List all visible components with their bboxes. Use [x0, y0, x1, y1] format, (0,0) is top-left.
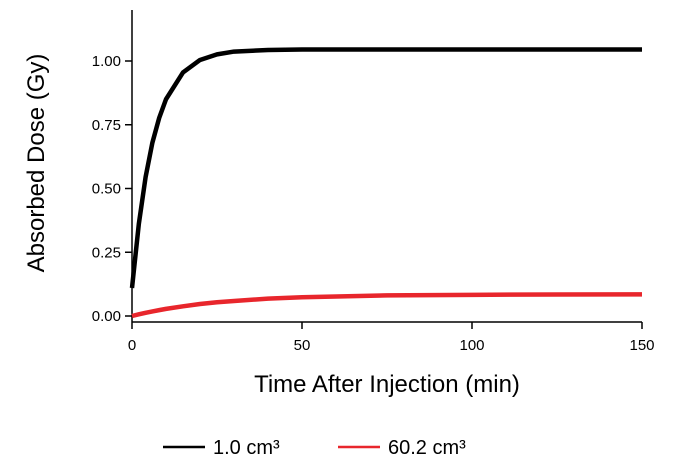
y-tick-label: 0.25: [92, 244, 121, 261]
y-tick-label: 0.00: [92, 308, 121, 325]
y-axis-title: Absorbed Dose (Gy): [23, 54, 50, 273]
series-line: [129, 47, 642, 289]
x-tick-label: 100: [459, 337, 484, 354]
series-line: [131, 292, 643, 319]
legend-label: 1.0 cm³: [213, 437, 280, 459]
y-tick-label: 0.50: [92, 181, 121, 198]
y-tick-label: 0.75: [92, 117, 121, 134]
x-tick-label: 0: [128, 337, 136, 354]
x-tick-label: 50: [294, 337, 311, 354]
legend-label: 60.2 cm³: [388, 437, 466, 459]
x-tick-label: 150: [629, 337, 654, 354]
y-tick-label: 1.00: [92, 53, 121, 70]
x-axis-title: Time After Injection (min): [254, 371, 520, 398]
